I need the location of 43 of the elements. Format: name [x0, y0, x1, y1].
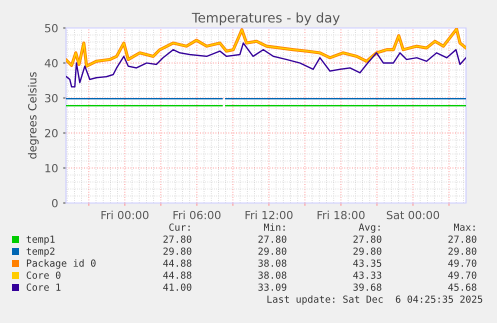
- text: 44.88: [163, 259, 192, 267]
- text: 27.80: [353, 235, 382, 243]
- y-tick-label: 30: [45, 94, 58, 102]
- text: 38.08: [258, 259, 286, 267]
- text: 27.80: [448, 235, 476, 243]
- y-tick-label: 10: [45, 164, 58, 172]
- text: Max:: [454, 224, 475, 231]
- text: Min:: [264, 223, 285, 231]
- text: 29.80: [258, 247, 286, 255]
- text: 41.00: [163, 283, 192, 291]
- x-tick-label: Fri 06:00: [174, 210, 221, 220]
- x-tick-label: Sat 00:00: [386, 210, 440, 220]
- text: 49.70: [448, 271, 476, 279]
- y-tick-label: 20: [45, 128, 58, 138]
- legend-label: Core 0: [26, 271, 60, 279]
- text: 43.35: [353, 259, 382, 267]
- x-tick-label: Fri 12:00: [246, 210, 293, 220]
- x-tick-label: Fri 00:00: [102, 210, 148, 220]
- text: 38.08: [258, 271, 286, 279]
- text: 45.68: [448, 283, 476, 291]
- text: 29.80: [353, 247, 382, 255]
- text: 49.70: [448, 259, 476, 267]
- text: 43.33: [353, 271, 382, 279]
- y-axis-title: degrees Celsius: [28, 72, 39, 159]
- legend-label: temp1: [26, 236, 55, 245]
- chart-title: Temperatures - by day: [192, 12, 340, 26]
- text: Cur:: [169, 223, 190, 231]
- text: Last update: Sat Dec 6 04:25:35 2025: [267, 295, 482, 305]
- text: 27.80: [258, 235, 286, 243]
- text: 29.80: [163, 247, 192, 255]
- text: 39.68: [353, 283, 382, 291]
- legend-label: Core 1: [26, 283, 60, 291]
- text: 29.80: [448, 247, 476, 255]
- legend-label: Package id 0: [26, 259, 96, 269]
- y-tick-label: 40: [44, 58, 58, 68]
- text: 33.09: [258, 283, 286, 291]
- text: 44.88: [163, 271, 192, 279]
- legend-label: temp2: [26, 247, 54, 257]
- text: 27.80: [163, 235, 192, 243]
- x-tick-label: Fri 18:00: [318, 210, 365, 220]
- y-tick-label: 50: [45, 24, 58, 32]
- y-tick-label: 0: [52, 198, 58, 208]
- text: Avg:: [358, 224, 380, 233]
